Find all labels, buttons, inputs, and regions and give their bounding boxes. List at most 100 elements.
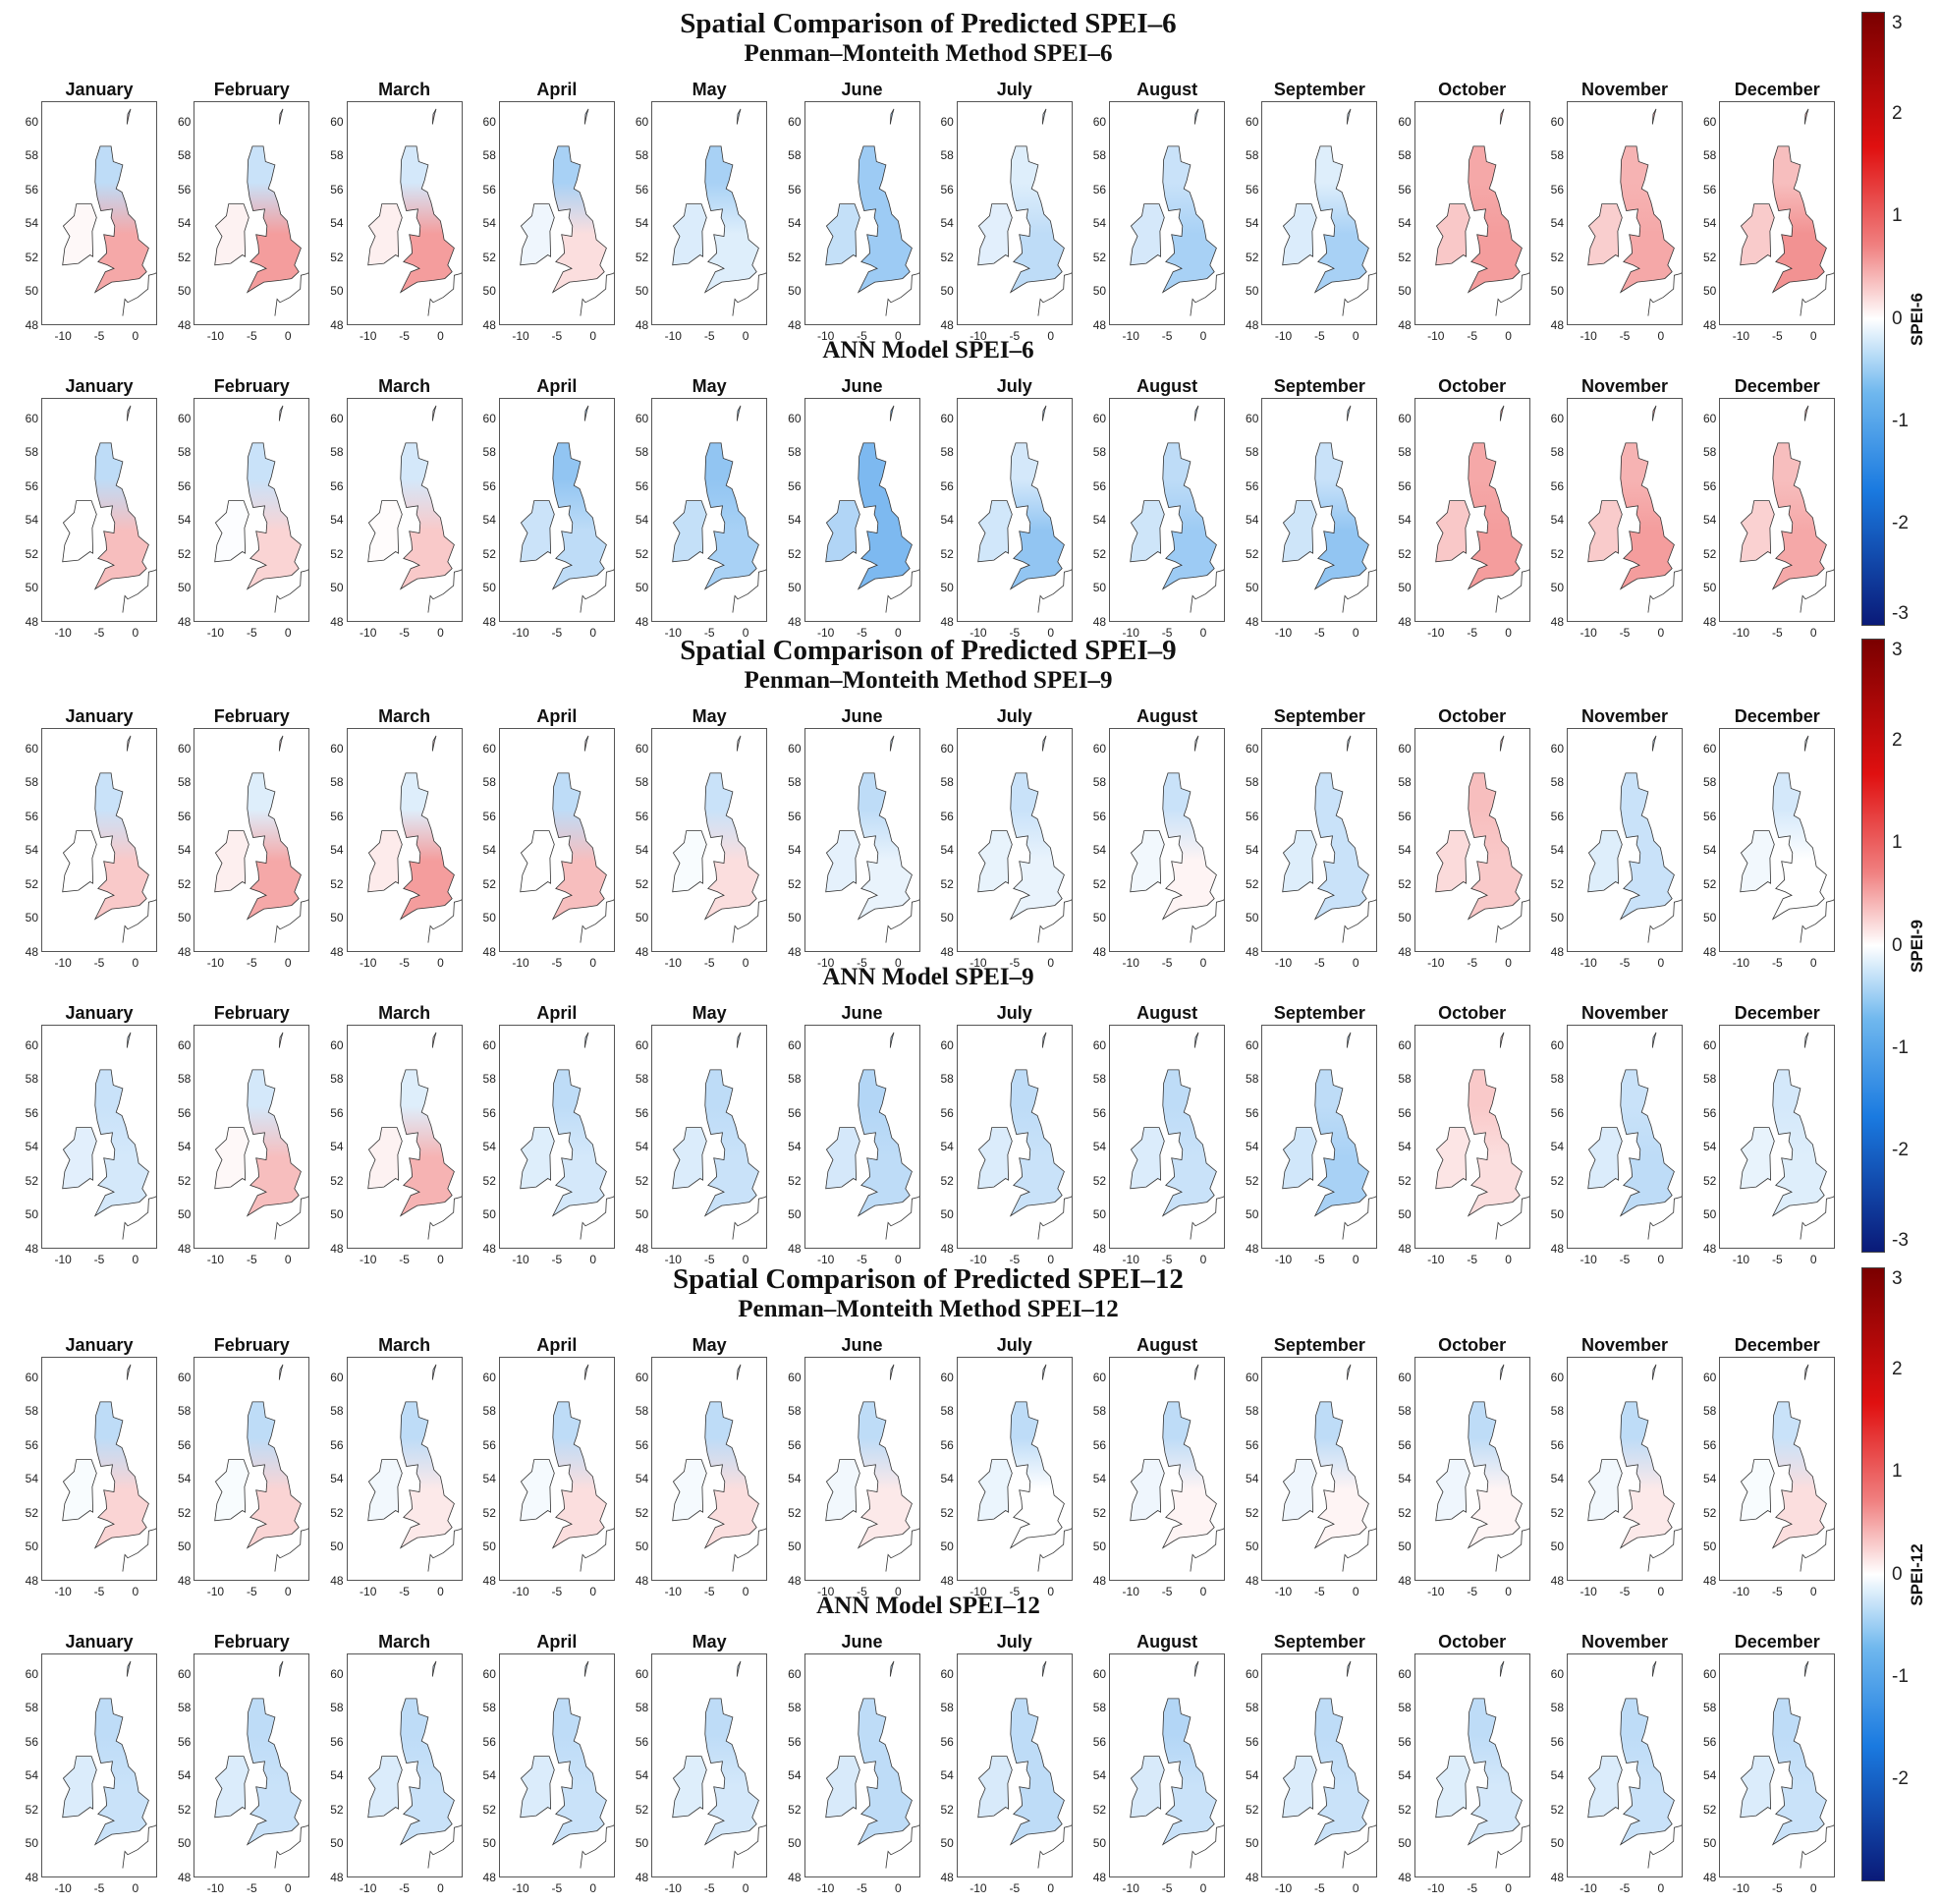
lat-tick-label: 54: [177, 1140, 192, 1154]
lat-tick-label: 54: [1092, 1768, 1107, 1783]
lat-tick-label: 58: [940, 148, 954, 163]
lon-tick-label: -5: [551, 329, 563, 343]
great-britain-outline: [1161, 145, 1217, 294]
great-britain-outline: [1467, 1401, 1523, 1549]
map-svg: [366, 735, 462, 943]
row-title: Penman–Monteith Method SPEI–9: [744, 667, 1113, 694]
lon-tick-label: -10: [1732, 626, 1750, 640]
lat-tick-label: 50: [1092, 284, 1107, 299]
france-coast: [1342, 569, 1377, 613]
lat-tick-label: 50: [25, 1207, 38, 1222]
map-panel: [956, 728, 1073, 952]
lat-tick-label: 56: [788, 1105, 802, 1120]
ireland-outline: [366, 1756, 403, 1819]
lon-tick-label: 0: [895, 329, 902, 343]
lat-tick-label: 52: [330, 1173, 344, 1188]
lat-tick-label: 60: [1398, 1037, 1412, 1052]
lat-tick-label: 52: [1398, 1802, 1412, 1817]
lat-tick-label: 54: [1550, 1472, 1564, 1486]
lat-tick-label: 52: [1246, 1505, 1259, 1520]
lon-tick-label: -5: [246, 329, 257, 343]
france-coast: [1647, 272, 1682, 316]
colorbar-tick-label: -1: [1892, 410, 1909, 431]
lat-tick-label: 56: [177, 182, 192, 196]
lat-tick-label: 60: [1398, 1370, 1412, 1384]
map-panel: [1109, 101, 1226, 325]
lat-tick-label: 52: [482, 1505, 496, 1520]
lon-tick-label: -5: [1009, 1881, 1021, 1895]
lat-tick-label: 50: [482, 911, 496, 925]
lon-tick-label: -10: [206, 956, 225, 970]
lat-tick-label: 60: [177, 1666, 192, 1681]
great-britain-outline: [1314, 442, 1370, 590]
map-svg: [520, 735, 614, 943]
lat-tick-label: 60: [1092, 1370, 1107, 1384]
map-panel: [346, 1357, 463, 1581]
lat-tick-label: 54: [635, 843, 649, 858]
lon-tick-label: -5: [1314, 956, 1325, 970]
lat-tick-label: 52: [1702, 1802, 1717, 1817]
lat-tick-label: 52: [940, 876, 954, 891]
lat-tick-label: 58: [1246, 1404, 1259, 1419]
lon-tick-label: -5: [703, 329, 715, 343]
shetland-outline: [126, 108, 132, 125]
lon-tick-label: -10: [206, 1585, 225, 1598]
lat-tick-label: 56: [635, 478, 649, 493]
lat-tick-label: 48: [940, 1871, 954, 1884]
great-britain-outline: [1161, 1401, 1217, 1549]
lat-tick-label: 50: [1246, 1836, 1259, 1851]
lat-tick-label: 50: [1550, 1836, 1564, 1851]
map-svg: [214, 1032, 309, 1240]
lon-tick-label: -5: [703, 1253, 715, 1266]
map-svg: [214, 1364, 309, 1572]
lat-tick-label: 60: [635, 411, 649, 425]
lat-tick-label: 54: [25, 843, 38, 858]
france-coast: [1037, 1528, 1072, 1572]
lat-tick-label: 54: [1398, 1140, 1412, 1154]
map-svg: [366, 405, 462, 613]
lon-tick-label: -10: [1580, 1585, 1597, 1598]
lat-tick-label: 54: [1092, 843, 1107, 858]
lat-tick-label: 54: [177, 843, 192, 858]
map-svg: [672, 1660, 767, 1869]
month-title: December: [1734, 1003, 1820, 1023]
lon-tick-label: -5: [1314, 1881, 1325, 1895]
lon-tick-label: -5: [1771, 1253, 1783, 1266]
lon-tick-label: -10: [512, 626, 529, 640]
lat-tick-label: 48: [25, 615, 38, 629]
lat-tick-label: 58: [940, 1404, 954, 1419]
lat-tick-label: 52: [177, 546, 192, 561]
lon-tick-label: -10: [664, 956, 682, 970]
lon-tick-label: -10: [970, 626, 987, 640]
lat-tick-label: 48: [1702, 1574, 1717, 1588]
ireland-outline: [214, 500, 250, 563]
lon-tick-label: -10: [816, 1253, 835, 1266]
map-panel: [346, 728, 463, 952]
lat-tick-label: 54: [788, 1472, 802, 1486]
great-britain-outline: [703, 1698, 760, 1846]
lat-tick-label: 48: [482, 945, 496, 959]
lon-tick-label: -10: [206, 1253, 225, 1266]
great-britain-outline: [703, 442, 760, 590]
ireland-outline: [824, 1127, 860, 1190]
month-title: August: [1136, 80, 1198, 99]
shetland-outline: [1651, 735, 1657, 752]
lon-tick-label: -10: [1122, 626, 1139, 640]
month-title: December: [1734, 1632, 1820, 1652]
lon-tick-label: -10: [512, 1253, 529, 1266]
shetland-outline: [1651, 1364, 1657, 1380]
lat-tick-label: 54: [788, 843, 802, 858]
month-title: June: [841, 1632, 883, 1652]
month-title: October: [1438, 80, 1507, 99]
map-svg: [1434, 1660, 1529, 1869]
shetland-outline: [1041, 405, 1047, 421]
lat-tick-label: 54: [635, 1768, 649, 1783]
great-britain-outline: [1009, 772, 1065, 921]
row-title: ANN Model SPEI–6: [822, 337, 1034, 364]
france-coast: [1037, 569, 1072, 613]
great-britain-outline: [247, 1401, 303, 1549]
shetland-outline: [431, 1660, 436, 1677]
map-panel: [1719, 398, 1836, 622]
shetland-outline: [1193, 405, 1199, 421]
month-title: February: [213, 1335, 290, 1355]
